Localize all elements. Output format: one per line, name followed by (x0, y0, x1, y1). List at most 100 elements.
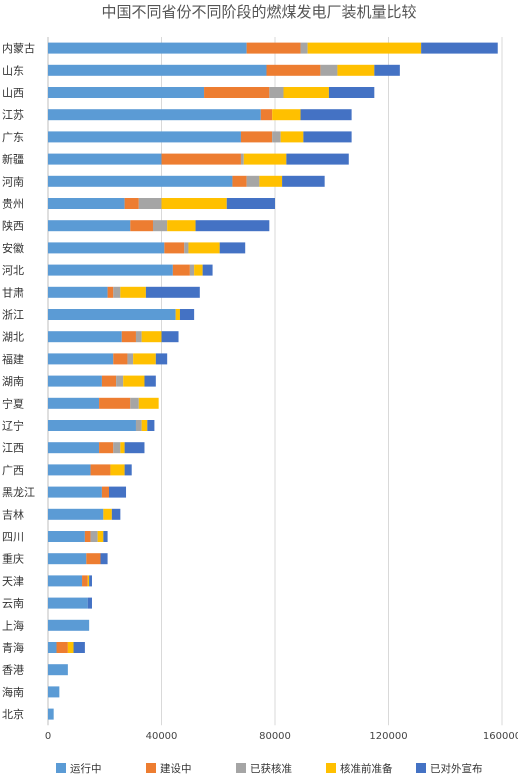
bar-segment (87, 597, 92, 609)
bar-segment (48, 64, 267, 76)
bar-segment (48, 242, 165, 254)
bar-segment (155, 353, 168, 365)
bar-segment (48, 531, 85, 542)
legend-label: 已对外宣布 (430, 762, 483, 775)
bar-segment (48, 353, 114, 365)
bar-segment (282, 175, 325, 187)
bar-segment (280, 131, 304, 143)
bar-segment (272, 109, 301, 121)
bar-segment (48, 309, 176, 320)
bar-segment (161, 153, 241, 165)
bar-segment (135, 420, 142, 431)
bar-segment (84, 531, 91, 542)
bar-segment (48, 575, 83, 587)
bar-segment (152, 220, 168, 232)
category-label: 甘肃 (2, 286, 24, 299)
bar-segment (48, 331, 122, 343)
bar-segment (300, 42, 308, 54)
bar-segment (67, 642, 74, 653)
category-label: 安徽 (2, 241, 24, 255)
bar-segment (116, 375, 124, 387)
legend-swatch (146, 763, 156, 773)
bar-segment (113, 353, 128, 365)
category-label: 宁夏 (2, 396, 24, 410)
bar-segment (188, 242, 220, 254)
bar-segment (48, 464, 91, 476)
bar-segment (120, 442, 125, 454)
category-label: 江苏 (2, 109, 24, 122)
x-tick-label: 120000 (369, 731, 407, 742)
legend-label: 已获核准 (250, 762, 292, 775)
legend-label: 运行中 (70, 762, 102, 775)
x-tick-label: 40000 (146, 731, 178, 742)
bar-segment (195, 220, 270, 232)
category-label: 黑龙江 (2, 486, 35, 499)
bar-segment (286, 153, 349, 165)
legend-swatch (416, 763, 426, 773)
category-labels: 内蒙古山东山西江苏广东新疆河南贵州陕西安徽河北甘肃浙江湖北福建湖南宁夏辽宁江西广… (2, 41, 35, 721)
bar-segment (226, 198, 275, 209)
bar-segment (204, 87, 270, 98)
category-label: 江西 (2, 442, 24, 455)
category-label: 贵州 (2, 198, 24, 211)
bar-segment (48, 264, 173, 276)
bar-segment (144, 375, 156, 387)
bar-segment (103, 531, 108, 542)
bar-segment (161, 331, 179, 343)
bar-segment (141, 331, 162, 343)
bar-segment (246, 42, 301, 54)
bar-segment (109, 486, 127, 498)
bar-segment (300, 109, 352, 121)
bar-segment (48, 686, 60, 698)
bar-segment (99, 397, 131, 409)
bar-segment (89, 575, 92, 587)
bar-segment (124, 198, 139, 209)
bar-segment (48, 286, 108, 298)
category-label: 河北 (2, 264, 24, 277)
bar-segment (259, 175, 283, 187)
category-label: 海南 (2, 685, 24, 699)
bar-segment (175, 309, 180, 320)
bar-segment (266, 64, 321, 76)
x-axis-ticks: 0 40000 80000 120000 160000 (45, 731, 518, 742)
category-label: 北京 (2, 707, 24, 721)
bar-segment (133, 353, 156, 365)
bar-segment (172, 264, 190, 276)
category-label: 云南 (2, 597, 24, 610)
bar-segment (124, 442, 145, 454)
bar-segment (48, 708, 54, 720)
bar-segment (179, 309, 195, 320)
bar-segment (48, 153, 162, 165)
legend-label: 核准前准备 (340, 762, 393, 775)
bar-segment (120, 286, 146, 298)
bar-segment (272, 131, 281, 143)
bar-segment (320, 64, 338, 76)
bar-segment (328, 87, 375, 98)
bar-segment (56, 642, 68, 653)
bar-segment (110, 464, 125, 476)
bar-segment (138, 198, 162, 209)
bar-segment (307, 42, 422, 54)
category-label: 内蒙古 (2, 41, 35, 55)
bar-segment (82, 575, 88, 587)
bar-segment (99, 442, 114, 454)
bar-segment (48, 220, 131, 232)
bar-segment (48, 375, 102, 387)
category-label: 广西 (2, 464, 24, 477)
bar-segment (123, 375, 145, 387)
bar-segment (103, 508, 112, 520)
bar-segment (135, 331, 142, 343)
bar-segment (48, 397, 100, 409)
bar-segment (48, 597, 88, 609)
category-label: 广东 (2, 131, 24, 144)
bar-segment (130, 220, 153, 232)
category-label: 河南 (2, 175, 24, 188)
category-label: 香港 (2, 664, 24, 677)
bar-segment (243, 153, 287, 165)
bar-segment (141, 420, 148, 431)
category-label: 辽宁 (2, 419, 24, 433)
bar-segment (48, 619, 90, 631)
bar-segment (147, 420, 155, 431)
x-tick-label: 80000 (259, 731, 291, 742)
